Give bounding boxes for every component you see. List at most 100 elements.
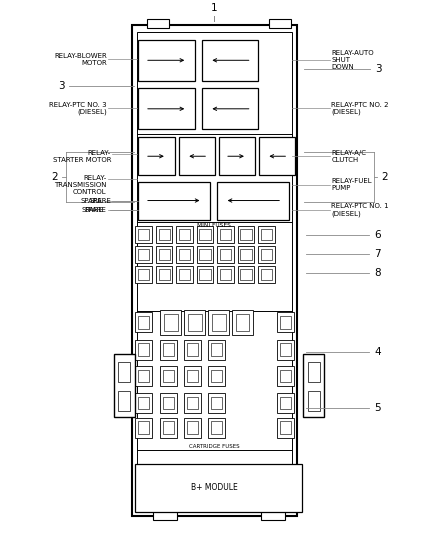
Bar [277,393,294,413]
Bar [147,19,169,28]
Bar [217,246,234,263]
Bar [135,464,302,512]
Bar [138,343,149,356]
Bar [138,88,195,130]
Bar [138,182,210,220]
Bar [138,229,149,239]
Bar [184,418,201,438]
Bar [277,366,294,386]
Bar [160,366,177,386]
Bar [135,393,152,413]
Bar [163,422,174,434]
Bar [163,343,174,356]
Bar [187,343,198,356]
Text: SPARE: SPARE [85,207,107,213]
Bar [201,40,258,81]
Bar [208,366,225,386]
Bar [308,391,320,411]
Text: 2: 2 [381,172,388,182]
Bar [135,340,152,360]
Text: CARTRIDGE FUSES: CARTRIDGE FUSES [189,443,240,449]
Bar [135,366,152,386]
Bar [187,314,201,331]
Bar [179,229,190,239]
Bar [211,422,222,434]
Bar [261,269,272,280]
Bar [184,366,201,386]
Bar [135,226,152,243]
Bar [261,510,285,520]
Bar [156,226,173,243]
Text: SPARE: SPARE [89,198,111,204]
Bar [138,269,149,280]
Bar [138,316,149,329]
Bar [258,246,275,263]
Text: RELAY-
STARTER MOTOR: RELAY- STARTER MOTOR [53,150,111,163]
Bar [184,310,205,335]
Bar [208,393,225,413]
Bar [156,246,173,263]
Text: B+ MODULE: B+ MODULE [191,483,237,492]
Bar [261,249,272,260]
Bar [138,249,149,260]
Bar [135,246,152,263]
Bar [220,249,231,260]
Text: 6: 6 [374,230,381,240]
Bar [153,510,177,520]
Bar [138,397,149,409]
Bar [184,340,201,360]
Bar [211,370,222,382]
Bar [187,370,198,382]
Text: RELAY-PTC NO. 3
(DIESEL): RELAY-PTC NO. 3 (DIESEL) [49,101,107,115]
Bar [138,370,149,382]
Bar [232,310,253,335]
Bar [240,269,252,280]
Bar [197,246,213,263]
Text: 3: 3 [375,64,381,74]
Bar [160,393,177,413]
Bar [197,266,213,283]
Bar [132,26,297,516]
Bar [114,354,134,417]
Text: 1: 1 [211,3,218,13]
Bar [220,269,231,280]
Bar [138,138,175,175]
Bar [187,422,198,434]
Text: 7: 7 [374,249,381,259]
Bar [177,266,193,283]
Bar [261,229,272,239]
Text: RELAY-BLOWER
MOTOR: RELAY-BLOWER MOTOR [54,53,107,66]
Bar [238,246,254,263]
Bar [258,266,275,283]
Bar [118,391,130,411]
Bar [277,340,294,360]
Bar [135,312,152,333]
Text: 4: 4 [374,348,381,357]
Bar [269,19,291,28]
Bar [177,226,193,243]
Text: RELAY-AUTO
SHUT
DOWN: RELAY-AUTO SHUT DOWN [331,50,374,70]
Bar [258,138,295,175]
Bar [160,310,181,335]
Text: MINI FUSES: MINI FUSES [197,223,231,228]
Bar [217,182,289,220]
Text: 5: 5 [374,403,381,413]
Bar [238,226,254,243]
Bar [160,418,177,438]
Bar [197,226,213,243]
Bar [277,312,294,333]
Bar [217,266,234,283]
Bar [208,310,229,335]
Text: RELAY-PTC NO. 1
(DIESEL): RELAY-PTC NO. 1 (DIESEL) [331,203,389,217]
Text: SPARE: SPARE [82,207,104,213]
Text: 3: 3 [58,81,64,91]
Bar [137,32,292,510]
Bar [280,343,291,356]
Bar [220,229,231,239]
Bar [177,246,193,263]
Bar [179,249,190,260]
Bar [179,269,190,280]
Bar [280,370,291,382]
Bar [280,422,291,434]
Bar [118,362,130,382]
